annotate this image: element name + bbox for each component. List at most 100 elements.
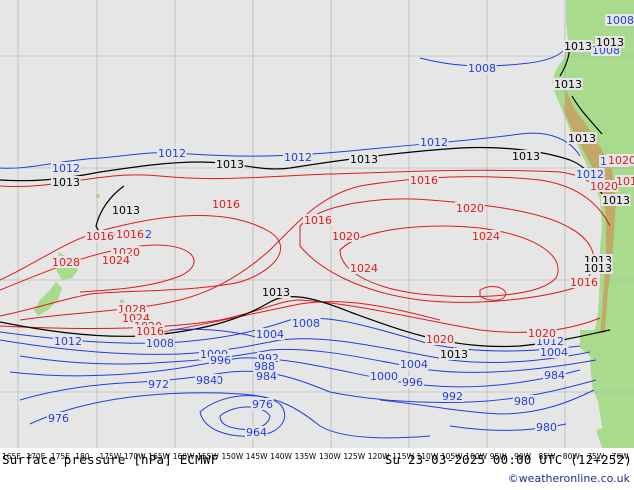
lon-tick-label: 90W xyxy=(514,452,532,461)
isobar-label-low: 984 xyxy=(256,370,277,383)
isobar-label-bg xyxy=(51,176,81,188)
isobar-label-bg xyxy=(51,256,81,268)
isobar-label-bg xyxy=(535,421,558,433)
isobar-label-low: 984 xyxy=(544,369,565,382)
lon-tick-label: 85W xyxy=(539,452,557,461)
isobar-label-low: 1004 xyxy=(540,346,568,359)
lon-tick-label: 100W xyxy=(465,452,487,461)
lon-tick-label: 120W xyxy=(368,452,390,461)
isobar-label-bg xyxy=(101,254,131,266)
lon-tick-label: 175E xyxy=(51,452,70,461)
isobar-label-bg xyxy=(441,390,464,402)
lon-tick-label: 105W xyxy=(441,452,463,461)
isobar-label-bg xyxy=(553,78,583,90)
isobar-label-bg xyxy=(589,180,619,192)
andes-highland xyxy=(564,90,616,340)
isobar-label-high: 1016 xyxy=(116,228,144,241)
isobar-label-bg xyxy=(215,158,245,170)
lon-tick-label: 95W xyxy=(490,452,508,461)
isobar-label-1013: 1013 xyxy=(440,348,468,361)
isobar-label-low: 1004 xyxy=(400,358,428,371)
isobar-label-bg xyxy=(583,262,613,274)
isobar-label-high: 1016 xyxy=(136,325,164,338)
isobar-label-low: 972 xyxy=(148,378,169,391)
isobar-label-1013: 1013 xyxy=(112,204,140,217)
isobar-label-high: 1020 xyxy=(456,202,484,215)
isobar-label-1013: 1013 xyxy=(216,158,244,171)
site-credit-link[interactable]: ©weatheronline.co.uk xyxy=(507,472,630,485)
lon-tick-label: 130W xyxy=(319,452,341,461)
isobar-label-low: 1012 xyxy=(54,335,82,348)
isobar-label-bg xyxy=(615,175,634,187)
isobar-label-1013: 1013 xyxy=(602,194,630,207)
isobar-label-high: 1020 xyxy=(608,154,634,167)
isobar-label-1013: 1013 xyxy=(350,153,378,166)
lon-tick-label: 80W xyxy=(563,452,581,461)
lon-tick-label: 115W xyxy=(392,452,414,461)
isobar-label-bg xyxy=(349,153,379,165)
isobar-label-bg xyxy=(419,136,449,148)
lon-tick-label: 170E xyxy=(26,452,45,461)
isobar-label-bg xyxy=(511,150,541,162)
isobar-label-low: 1012 xyxy=(284,151,312,164)
lon-tick-label: 70W xyxy=(612,452,630,461)
isobar-label-high: 1016 xyxy=(410,174,438,187)
isobar-label-bg xyxy=(455,202,485,214)
isobar-label-bg xyxy=(605,14,634,26)
lon-tick-label: 145W xyxy=(246,452,268,461)
isobar-label-bg xyxy=(369,370,399,382)
isobar-label-bg xyxy=(563,40,593,52)
isobar-label-high: 1020 xyxy=(590,180,618,193)
isobar-label-1013: 1013 xyxy=(262,286,290,299)
isobar-label-bg xyxy=(471,230,501,242)
isobar-label-bg xyxy=(467,62,497,74)
patagonia-land xyxy=(580,330,612,356)
isobar-label-low: 1008 xyxy=(146,337,174,350)
isobar-label-low: 988 xyxy=(254,360,275,373)
lon-tick-label: 165E xyxy=(2,452,21,461)
isobar-label-bg xyxy=(255,328,285,340)
isobar-label-high: 1020 xyxy=(528,327,556,340)
lon-tick-label: 135W xyxy=(295,452,317,461)
isobar-label-bg xyxy=(601,194,631,206)
isobar-label-high: 1020 xyxy=(332,230,360,243)
isobar-label-bg xyxy=(145,337,175,349)
isobar-label-low: 976 xyxy=(48,412,69,425)
isobar-labels: 1008100810121012101210121012101210121008… xyxy=(47,14,634,439)
isobar-label-low: 1008 xyxy=(606,14,634,27)
lon-tick-label: 110W xyxy=(417,452,439,461)
antarctic-edge xyxy=(596,420,634,448)
isobar-label-bg xyxy=(251,398,274,410)
isobar-label-low: 996 xyxy=(210,354,231,367)
isobar-label-high: 1016 xyxy=(616,175,634,188)
isobar-label-1013: 1013 xyxy=(596,36,624,49)
isobar-label-bg xyxy=(439,348,469,360)
lon-tick-label: 155W xyxy=(197,452,219,461)
lon-tick-label: 140W xyxy=(270,452,292,461)
isobar-label-high: 1024 xyxy=(102,254,130,267)
isobar-label-bg xyxy=(291,317,321,329)
isobar-label-low: 984 xyxy=(196,374,217,387)
isobar-label-bg xyxy=(409,174,439,186)
lon-tick-label: 75W xyxy=(587,452,605,461)
isobar-label-bg xyxy=(209,354,232,366)
lon-tick-labels: 165E 170E 175E 180 175W 170W 165W 160W 155W 150W 1… xyxy=(2,452,629,461)
isobar-label-high: 1020 xyxy=(426,333,454,346)
isobar-label-bg xyxy=(261,286,291,298)
lon-tick-label: 160W xyxy=(173,452,195,461)
isobar-label-bg xyxy=(135,325,165,337)
isobar-label-bg xyxy=(283,151,313,163)
isobar-label-bg xyxy=(401,376,424,388)
isobar-label-bg xyxy=(211,198,241,210)
isobar-label-high: 1024 xyxy=(350,262,378,275)
isobar-label-bg xyxy=(607,154,634,166)
isobar-label-bg xyxy=(253,360,276,372)
map-valid-time: Su 23-03-2025 00:00 UTC (12+252) xyxy=(384,452,632,467)
isobar-label-low: 1012 xyxy=(158,147,186,160)
isobar-label-1013: 1013 xyxy=(554,78,582,91)
lon-tick-label: 125W xyxy=(343,452,365,461)
isobar-label-bg xyxy=(399,358,429,370)
isobar-label-bg xyxy=(157,147,187,159)
isobar-label-bg xyxy=(575,168,605,180)
isobar-label-bg xyxy=(53,335,83,347)
